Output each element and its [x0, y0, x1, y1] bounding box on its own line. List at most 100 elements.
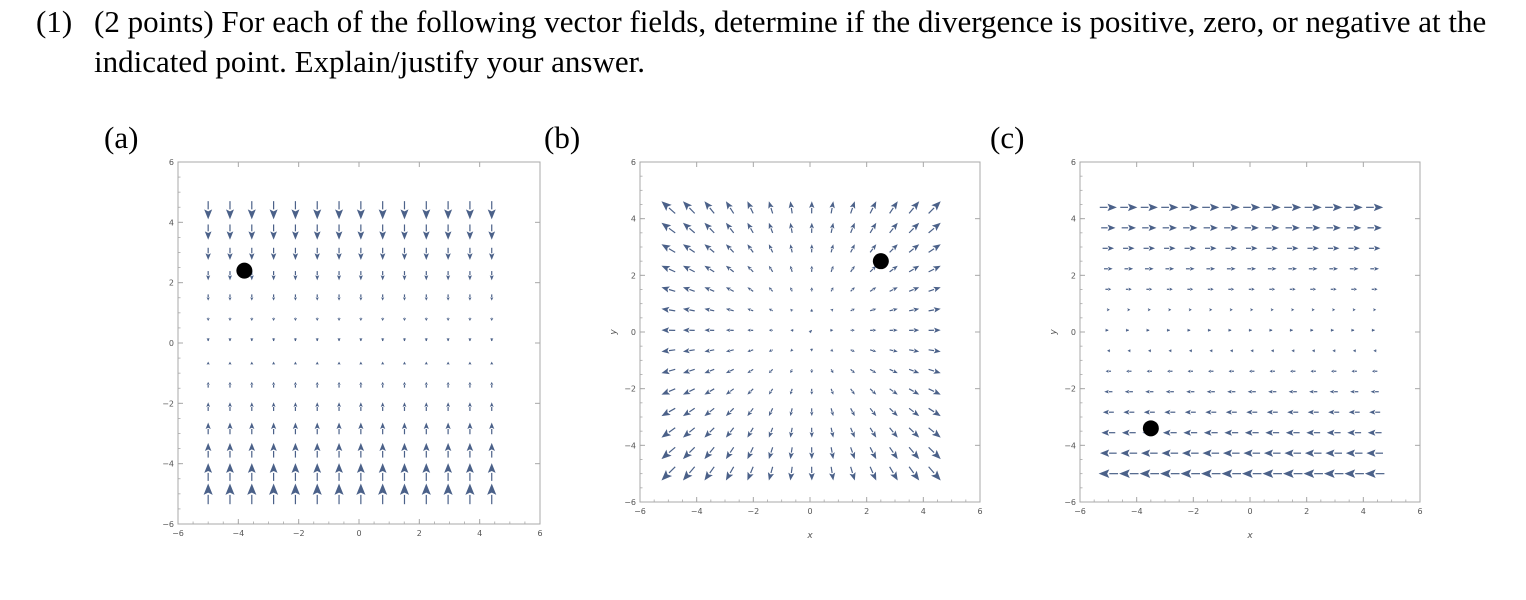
- arrow-head: [1242, 469, 1253, 478]
- field-arrow: [1222, 449, 1240, 457]
- field-arrow: [830, 328, 834, 333]
- arrow-head: [911, 244, 920, 251]
- field-arrow: [315, 271, 320, 281]
- x-tick-label: −4: [232, 529, 244, 538]
- arrow-shaft: [790, 248, 793, 253]
- arrow-shaft: [928, 349, 935, 352]
- field-arrow: [269, 463, 278, 481]
- arrow-head: [725, 201, 733, 210]
- arrow-head: [424, 297, 428, 301]
- arrow-shaft: [729, 288, 734, 292]
- arrow-head: [206, 361, 210, 365]
- field-arrow: [850, 265, 855, 273]
- field-arrow: [1309, 389, 1318, 394]
- field-arrow: [850, 427, 855, 438]
- x-tick-label: −6: [1074, 507, 1086, 516]
- field-arrow: [1201, 469, 1221, 478]
- field-arrow: [747, 308, 754, 312]
- field-arrow: [1350, 389, 1359, 394]
- field-arrow: [249, 422, 255, 435]
- field-arrow: [402, 271, 407, 281]
- field-arrow: [291, 463, 300, 481]
- arrow-head: [1250, 308, 1254, 312]
- arrow-head: [293, 297, 298, 301]
- arrow-head: [1268, 389, 1273, 394]
- arrow-head: [1140, 449, 1151, 457]
- arrow-head: [682, 388, 691, 395]
- field-arrow: [228, 317, 232, 321]
- field-arrow: [1244, 224, 1259, 231]
- arrow-head: [271, 275, 276, 281]
- arrow-head: [381, 338, 385, 342]
- field-arrow: [768, 368, 774, 374]
- arrow-head: [356, 209, 365, 220]
- arrow-head: [205, 253, 211, 261]
- field-arrow: [1140, 449, 1158, 457]
- field-arrow: [205, 247, 211, 261]
- arrow-head: [1125, 328, 1129, 332]
- arrow-head: [747, 222, 753, 230]
- field-arrow: [1161, 203, 1179, 212]
- arrow-head: [356, 483, 366, 495]
- arrow-head: [204, 209, 213, 220]
- field-arrow: [808, 466, 815, 481]
- field-arrow: [661, 368, 676, 375]
- arrow-head: [933, 307, 941, 313]
- y-tick-label: −6: [1064, 498, 1076, 507]
- arrow-head: [228, 317, 232, 321]
- field-arrow: [682, 388, 695, 395]
- arrow-head: [870, 222, 877, 230]
- arrow-head: [335, 463, 343, 473]
- arrow-shaft: [770, 466, 774, 474]
- arrow-shaft: [889, 407, 894, 413]
- arrow-shaft: [790, 228, 793, 233]
- arrow-head: [910, 470, 920, 481]
- arrow-head: [1189, 287, 1194, 291]
- arrow-head: [932, 265, 941, 272]
- field-arrow: [272, 361, 276, 365]
- arrow-head: [682, 348, 690, 354]
- field-arrow: [272, 381, 276, 388]
- field-arrow: [226, 224, 234, 240]
- field-arrow: [1310, 328, 1314, 332]
- arrow-head: [850, 244, 855, 250]
- arrow-head: [381, 381, 385, 386]
- field-arrow: [850, 388, 855, 395]
- field-arrow: [227, 422, 233, 435]
- arrow-head: [1263, 449, 1274, 457]
- field-arrow: [704, 201, 715, 214]
- arrow-head: [358, 422, 364, 429]
- field-arrow: [225, 201, 234, 220]
- arrow-head: [768, 431, 774, 438]
- arrow-head: [788, 201, 795, 209]
- field-arrow: [1373, 308, 1377, 312]
- field-arrow: [293, 402, 298, 411]
- arrow-head: [789, 411, 794, 417]
- arrow-head: [830, 328, 834, 333]
- field-arrow: [358, 247, 364, 261]
- field-arrow: [1101, 224, 1116, 231]
- field-arrow: [1311, 349, 1315, 353]
- field-arrow: [1165, 389, 1174, 394]
- arrow-head: [380, 402, 385, 408]
- arrow-head: [292, 253, 299, 261]
- field-arrow: [682, 427, 696, 438]
- arrow-head: [682, 307, 690, 313]
- arrow-head: [249, 422, 255, 429]
- field-arrow: [768, 447, 774, 460]
- arrow-head: [1246, 409, 1253, 415]
- arrow-shaft: [709, 288, 715, 292]
- field-arrow: [870, 328, 877, 332]
- arrow-head: [206, 275, 211, 281]
- arrow-shaft: [668, 466, 676, 474]
- field-arrow: [788, 447, 794, 460]
- field-arrow: [1311, 308, 1315, 312]
- x-axis-label: x: [806, 531, 813, 541]
- field-arrow: [1203, 224, 1218, 231]
- arrow-head: [892, 369, 898, 374]
- arrow-head: [931, 222, 941, 231]
- arrow-shaft: [908, 427, 915, 433]
- arrow-head: [850, 410, 855, 417]
- arrow-head: [747, 430, 753, 438]
- field-arrow: [379, 442, 386, 458]
